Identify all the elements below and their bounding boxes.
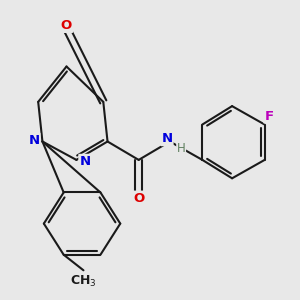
Text: N: N xyxy=(79,155,91,168)
Text: N: N xyxy=(161,132,172,145)
Text: F: F xyxy=(264,110,274,122)
Text: H: H xyxy=(177,142,185,155)
Text: O: O xyxy=(61,19,72,32)
Text: O: O xyxy=(133,192,144,205)
Text: N: N xyxy=(28,134,40,147)
Text: CH$_3$: CH$_3$ xyxy=(70,274,97,289)
